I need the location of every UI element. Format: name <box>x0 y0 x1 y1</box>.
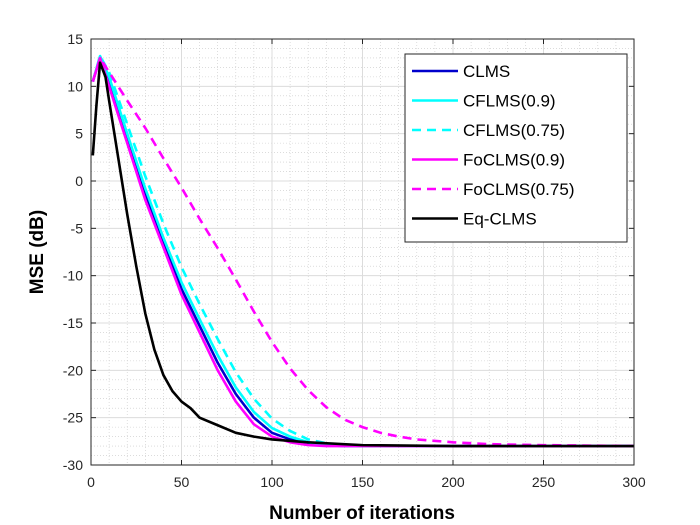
ticks-layer <box>90 38 635 466</box>
y-tick-label: -30 <box>63 457 83 473</box>
x-tick-label: 100 <box>260 474 284 490</box>
y-tick-label: -25 <box>63 410 83 426</box>
y-tick-label: -10 <box>63 268 83 284</box>
legend-box <box>404 53 628 243</box>
x-tick-label: 200 <box>441 474 465 490</box>
y-tick-label: 15 <box>67 31 83 47</box>
y-tick-label: 5 <box>75 126 83 142</box>
legend-label: FoCLMS(0.75) <box>463 180 574 199</box>
series-line-eq-clms <box>91 61 634 448</box>
x-tick-labels: 0 50 100 150 200 250 300 <box>87 474 646 490</box>
y-tick-label: 0 <box>75 173 83 189</box>
x-tick-label: 300 <box>622 474 646 490</box>
x-axis-title: Number of iterations <box>269 503 455 524</box>
y-tick-labels: -30 -25 -20 -15 -10 -5 0 5 10 15 <box>63 31 83 473</box>
x-tick-label: 150 <box>351 474 375 490</box>
legend-label: CFLMS(0.75) <box>463 121 565 140</box>
series-layer <box>91 54 635 448</box>
legend-label: Eq-CLMS <box>463 210 537 229</box>
legend: CLMS CFLMS(0.9) CFLMS(0.75) FoCLMS(0.9) FoCL… <box>404 53 628 243</box>
legend-label: CLMS <box>463 62 510 81</box>
x-tick-label: 0 <box>87 474 95 490</box>
x-tick-label: 250 <box>532 474 556 490</box>
series-line-foclms-0-75 <box>91 56 635 448</box>
y-tick-label: -15 <box>63 315 83 331</box>
y-tick-label: -5 <box>71 220 84 236</box>
x-tick-label: 50 <box>174 474 190 490</box>
legend-label: CFLMS(0.9) <box>463 92 556 111</box>
y-tick-label: -20 <box>63 362 83 378</box>
y-tick-label: 10 <box>67 78 83 94</box>
y-axis-title: MSE (dB) <box>27 210 48 294</box>
legend-label: FoCLMS(0.9) <box>463 151 565 170</box>
